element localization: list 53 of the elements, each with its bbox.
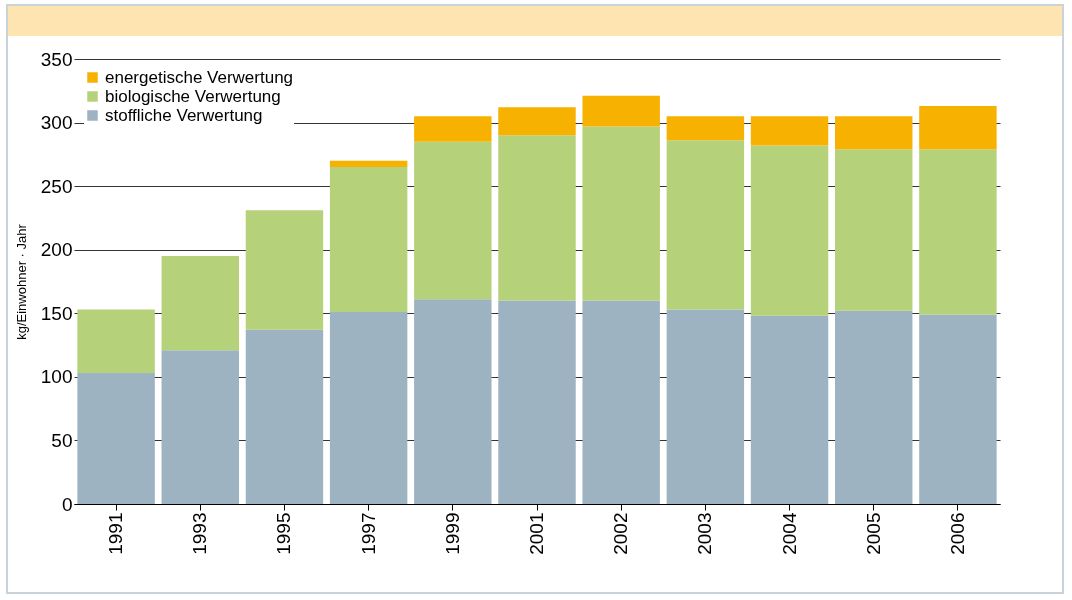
legend-label: biologische Verwertung — [105, 86, 281, 106]
y-tick-label: 50 — [51, 429, 73, 451]
y-tick-label: 250 — [40, 175, 73, 197]
bar — [582, 126, 660, 301]
y-tick-label: 200 — [40, 239, 73, 261]
bar — [498, 300, 576, 504]
x-tick-label: 2004 — [778, 512, 800, 555]
x-tick-label: 1991 — [105, 512, 127, 555]
bar — [161, 350, 239, 504]
bar — [582, 300, 660, 504]
y-axis-title: kg/Einwohner · Jahr — [13, 223, 29, 340]
y-tick-label: 100 — [40, 366, 73, 388]
bar — [919, 106, 997, 150]
bar — [666, 116, 745, 141]
bar — [835, 149, 913, 311]
bar — [666, 140, 745, 310]
y-tick-label: 350 — [40, 48, 73, 70]
bar — [750, 116, 829, 146]
bar — [582, 95, 660, 127]
bar — [245, 329, 324, 504]
bar — [750, 145, 829, 316]
bar — [414, 141, 492, 300]
bar — [498, 135, 576, 301]
legend-label: energetische Verwertung — [105, 67, 294, 87]
bar — [835, 310, 913, 504]
bar — [161, 256, 239, 351]
x-tick-label: 1995 — [273, 512, 295, 555]
bar — [750, 315, 829, 504]
bar — [919, 149, 997, 315]
bar — [245, 210, 324, 330]
bar — [329, 312, 408, 504]
x-tick-label: 2005 — [862, 512, 884, 555]
bar — [329, 167, 408, 313]
bar — [835, 116, 913, 150]
bar — [329, 160, 408, 168]
x-tick-label: 2001 — [526, 512, 547, 555]
y-tick-label: 150 — [40, 302, 73, 324]
y-tick-label: 300 — [40, 112, 73, 134]
legend-label: stoffliche Verwertung — [105, 105, 263, 125]
x-tick-label: 1997 — [357, 512, 379, 555]
bar — [77, 373, 155, 504]
bar — [414, 299, 492, 504]
x-tick-label: 2002 — [610, 512, 632, 555]
x-tick-label: 2006 — [946, 512, 968, 555]
bar — [919, 314, 997, 504]
x-tick-label: 2003 — [694, 512, 716, 555]
bar — [666, 309, 745, 504]
y-tick-label: 0 — [61, 493, 73, 515]
bar — [498, 107, 576, 136]
bar — [77, 309, 155, 374]
x-tick-label: 1999 — [441, 512, 463, 555]
x-tick-label: 1993 — [189, 512, 211, 555]
bar — [414, 116, 492, 142]
